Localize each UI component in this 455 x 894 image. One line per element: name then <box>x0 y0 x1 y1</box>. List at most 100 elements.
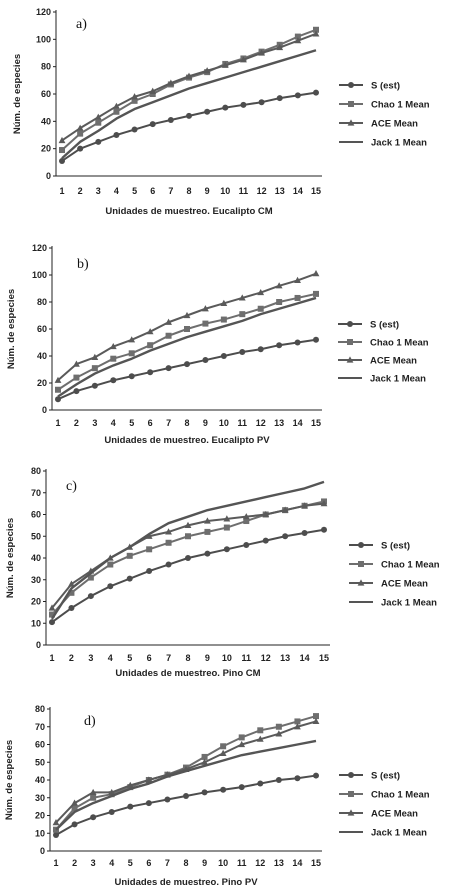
y-tick-label: 70 <box>35 722 45 732</box>
y-tick-label: 120 <box>36 7 51 17</box>
data-point <box>276 43 284 51</box>
data-point <box>257 780 264 787</box>
legend-swatch-marker <box>348 82 354 88</box>
data-point <box>220 353 227 359</box>
y-tick-label: 30 <box>31 575 41 585</box>
x-tick-label: 8 <box>183 858 188 868</box>
x-tick-label: 2 <box>74 418 79 428</box>
x-tick-label: 15 <box>311 186 321 196</box>
data-point <box>59 157 65 164</box>
data-point <box>223 524 230 531</box>
data-point <box>184 326 190 332</box>
data-point <box>87 574 94 581</box>
data-point <box>146 546 153 553</box>
data-point <box>257 346 264 353</box>
x-tick-label: 14 <box>293 418 303 428</box>
data-point <box>127 803 134 810</box>
x-tick-label: 1 <box>49 653 54 663</box>
y-tick-label: 120 <box>32 243 47 253</box>
x-tick-label: 2 <box>72 858 77 868</box>
data-point <box>145 776 153 783</box>
data-point <box>164 796 171 803</box>
y-tick-label: 0 <box>46 171 51 181</box>
y-tick-label: 50 <box>35 757 45 767</box>
x-tick-label: 9 <box>203 418 208 428</box>
x-tick-label: 5 <box>129 418 134 428</box>
data-point <box>201 789 208 796</box>
data-point <box>184 521 192 528</box>
x-tick-label: 6 <box>146 858 151 868</box>
x-tick-label: 12 <box>255 858 265 868</box>
data-point <box>149 91 156 97</box>
x-tick-label: 13 <box>274 418 284 428</box>
x-tick-label: 7 <box>166 418 171 428</box>
data-point <box>275 730 283 737</box>
x-tick-label: 11 <box>237 858 247 868</box>
data-point <box>68 580 75 587</box>
y-tick-label: 20 <box>35 811 45 821</box>
data-point <box>149 121 156 128</box>
data-point <box>49 611 55 618</box>
data-point <box>91 353 99 360</box>
data-point <box>131 93 138 100</box>
data-point <box>165 318 172 325</box>
data-point <box>48 604 56 611</box>
x-tick-label: 4 <box>114 186 119 196</box>
data-point <box>294 33 301 40</box>
x-tick-label: 6 <box>147 653 152 663</box>
y-tick-label: 40 <box>35 775 45 785</box>
data-point <box>108 808 115 815</box>
x-tick-label: 5 <box>128 858 133 868</box>
data-point <box>147 342 154 349</box>
y-tick-label: 0 <box>36 640 41 650</box>
data-point <box>185 533 191 540</box>
data-point <box>58 136 66 144</box>
x-tick-label: 10 <box>220 186 230 196</box>
y-tick-label: 80 <box>35 704 45 714</box>
data-point <box>107 561 114 568</box>
y-axis-title: Núm. de especies <box>4 740 15 820</box>
data-point <box>313 336 319 343</box>
legend-item: Jack 1 Mean <box>349 598 437 609</box>
data-point <box>91 382 98 389</box>
legend-item: ACE Mean <box>339 809 418 820</box>
x-tick-label: 7 <box>168 186 173 196</box>
data-point <box>282 533 289 540</box>
data-point <box>128 373 135 380</box>
data-point <box>145 800 152 807</box>
data-point <box>167 79 175 86</box>
data-point <box>94 113 102 120</box>
x-tick-label: 12 <box>261 653 271 663</box>
legend-swatch-marker <box>347 119 355 126</box>
data-point <box>238 784 245 791</box>
y-tick-label: 100 <box>32 270 47 280</box>
data-point <box>202 305 209 312</box>
y-tick-label: 100 <box>36 34 51 44</box>
y-axis-title: Núm. de especies <box>12 54 23 134</box>
y-tick-label: 30 <box>35 793 45 803</box>
data-point <box>294 37 302 44</box>
y-tick-label: 0 <box>40 846 45 856</box>
y-tick-label: 60 <box>37 324 47 334</box>
legend-item: Chao 1 Mean <box>339 790 430 801</box>
data-point <box>220 786 227 793</box>
data-point <box>201 753 208 760</box>
series-jack-1-mean <box>61 49 317 160</box>
data-point <box>128 350 135 357</box>
data-point <box>238 740 246 748</box>
data-point <box>68 605 75 612</box>
x-tick-label: 15 <box>311 418 321 428</box>
legend-swatch-marker <box>347 339 353 345</box>
x-tick-label: 3 <box>92 418 97 428</box>
data-point <box>240 101 247 108</box>
x-tick-label: 10 <box>222 653 232 663</box>
legend-label: Chao 1 Mean <box>370 338 429 349</box>
y-tick-label: 10 <box>31 618 41 628</box>
y-tick-label: 70 <box>31 488 41 498</box>
x-tick-label: 8 <box>185 653 190 663</box>
legend-item: ACE Mean <box>338 356 417 367</box>
legend-swatch-marker <box>347 321 353 327</box>
data-point <box>204 517 211 524</box>
data-point <box>77 130 84 137</box>
